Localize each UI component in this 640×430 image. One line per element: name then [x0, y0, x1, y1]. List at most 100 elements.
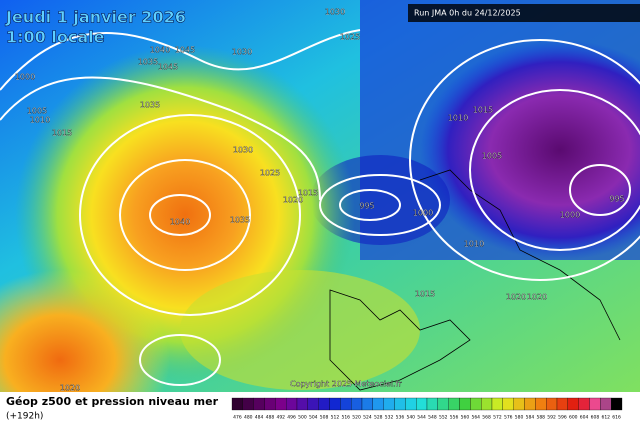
copyright: Copyright 2025 Meteociel.fr	[290, 380, 402, 389]
scale-swatch	[567, 397, 579, 411]
scale-swatch	[513, 397, 525, 411]
forecast-lead: (+192h)	[6, 412, 43, 422]
scale-swatch	[264, 397, 276, 411]
scale-label: 484	[255, 415, 264, 421]
scale-label: 508	[320, 415, 329, 421]
scale-label: 540	[406, 415, 415, 421]
scale-swatch	[340, 397, 352, 411]
scale-label: 536	[396, 415, 405, 421]
scale-label: 504	[309, 415, 318, 421]
isobars	[0, 29, 640, 386]
scale-swatch	[253, 397, 265, 411]
scale-label: 524	[363, 415, 372, 421]
isobar-label: 1005	[482, 152, 502, 161]
scale-swatch	[546, 397, 558, 411]
scale-swatch	[296, 397, 308, 411]
scale-label: 600	[569, 415, 578, 421]
scale-label: 588	[536, 415, 545, 421]
scale-label: 480	[244, 415, 253, 421]
scale-label: 608	[591, 415, 600, 421]
scale-label: 548	[428, 415, 437, 421]
scale-label: 528	[374, 415, 383, 421]
scale-label: 596	[558, 415, 567, 421]
scale-label: 576	[504, 415, 513, 421]
scale-label: 592	[547, 415, 556, 421]
scale-swatch	[351, 397, 363, 411]
map-subtitle: 1:00 locale	[6, 28, 105, 47]
isobar-label: 1010	[448, 114, 468, 123]
isobar-label: 1000	[413, 209, 433, 218]
isobar-label: 995	[609, 195, 624, 204]
scale-swatch	[405, 397, 417, 411]
footer-title: Géop z500 et pression niveau mer	[6, 395, 219, 408]
scale-label: 568	[482, 415, 491, 421]
scale-label: 512	[331, 415, 340, 421]
isobar-label: 1015	[415, 290, 435, 299]
isobar-label: 1015	[52, 129, 72, 138]
scale-label: 560	[461, 415, 470, 421]
scale-label: 572	[493, 415, 502, 421]
scale-swatch	[275, 397, 287, 411]
isobar-label: 1015	[298, 189, 318, 198]
isobar-label: 1045	[175, 46, 195, 55]
scale-swatch	[578, 397, 590, 411]
run-box	[408, 4, 640, 22]
scale-swatch	[361, 397, 373, 411]
coastline	[329, 289, 471, 391]
scale-swatch	[600, 397, 612, 411]
scale-swatch	[416, 397, 428, 411]
isobar-label: 1025	[340, 33, 360, 42]
isobar-label: 1010	[30, 116, 50, 125]
isobar-label: 1005	[27, 107, 47, 116]
scale-label: 476	[233, 415, 242, 421]
isobar-label: 1025	[260, 169, 280, 178]
scale-swatch	[307, 397, 319, 411]
scale-swatch	[372, 397, 384, 411]
isobar-label: 1020	[60, 384, 80, 393]
scale-label: 516	[341, 415, 350, 421]
isobar-label: 1040	[150, 46, 170, 55]
isobar-label: 1015	[473, 106, 493, 115]
scale-swatch	[383, 397, 395, 411]
scale-swatch	[231, 397, 243, 411]
color-scale: 476 480 484 488 492 496 500 504 508 512 516 520 524 5…	[231, 397, 623, 421]
scale-label: 544	[417, 415, 426, 421]
isobar-label: 1020	[283, 196, 303, 205]
map-title: Jeudi 1 janvier 2026	[5, 8, 186, 27]
low-pressure-area	[420, 40, 640, 260]
scale-swatch	[481, 397, 493, 411]
scale-swatch	[611, 397, 623, 411]
isobar-label: 1035	[140, 101, 160, 110]
scale-label: 488	[266, 415, 275, 421]
scale-swatch	[437, 397, 449, 411]
isobar-label: 1000	[560, 211, 580, 220]
scale-swatch	[448, 397, 460, 411]
scale-label: 564	[471, 415, 480, 421]
scale-label: 492	[276, 415, 285, 421]
isobar-label: 1040	[170, 218, 190, 227]
scale-swatch	[242, 397, 254, 411]
scale-swatch	[502, 397, 514, 411]
isobar-label: 1030	[233, 146, 253, 155]
warm-area	[0, 270, 170, 430]
scale-swatch	[470, 397, 482, 411]
scale-swatch	[524, 397, 536, 411]
scale-label: 604	[580, 415, 589, 421]
scale-label: 616	[612, 415, 621, 421]
scale-label: 552	[439, 415, 448, 421]
run-label: Run JMA 0h du 24/12/2025	[414, 9, 521, 18]
isobar-label: 1020	[527, 293, 547, 302]
scale-swatch	[491, 397, 503, 411]
isobar-label: 1020	[506, 293, 526, 302]
isobar-label: 1030	[232, 48, 252, 57]
scale-label: 500	[298, 415, 307, 421]
isobar-label: 1000	[15, 73, 35, 82]
scale-swatch	[318, 397, 330, 411]
scale-swatch	[459, 397, 471, 411]
scale-swatch	[394, 397, 406, 411]
isobar-label: 1045	[158, 63, 178, 72]
isobar-label: 1035	[230, 216, 250, 225]
isobar-label: 1030	[325, 8, 345, 17]
scale-label: 532	[385, 415, 394, 421]
